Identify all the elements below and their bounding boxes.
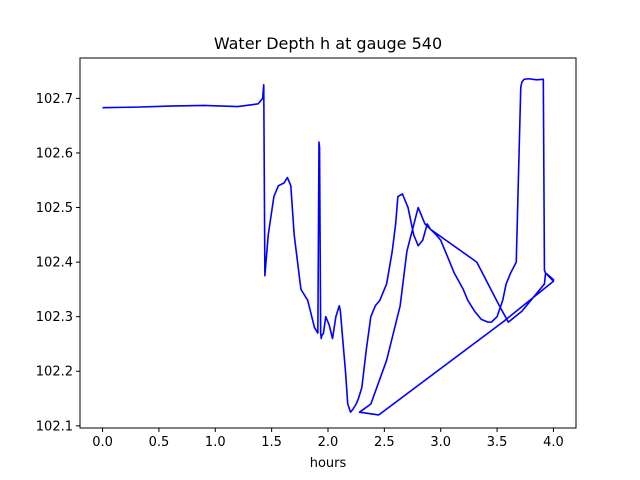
y-tick-label: 102.7 [36, 92, 73, 107]
y-tick-label: 102.5 [36, 201, 73, 216]
x-axis-ticks: 0.0 0.5 1.0 1.5 2.0 2.5 3.0 3.5 4.0 [92, 428, 564, 450]
y-tick-label: 102.1 [36, 419, 73, 434]
series-layer [102, 77, 555, 416]
y-tick-label: 102.3 [36, 310, 73, 325]
x-tick-label: 2.0 [318, 435, 339, 450]
x-tick-label: 1.0 [205, 435, 226, 450]
y-tick-label: 102.4 [36, 256, 73, 271]
y-tick-label: 102.2 [36, 365, 73, 380]
x-tick-label: 3.0 [430, 435, 451, 450]
series-line-0 [102, 77, 555, 416]
x-tick-label: 4.0 [543, 435, 564, 450]
x-axis-label: hours [310, 456, 347, 471]
x-tick-label: 0.0 [92, 435, 113, 450]
plot-area [80, 58, 576, 428]
chart-title: Water Depth h at gauge 540 [214, 34, 442, 53]
x-tick-label: 2.5 [374, 435, 395, 450]
x-tick-label: 0.5 [149, 435, 170, 450]
y-axis-ticks: 102.1 102.2 102.3 102.4 102.5 102.6 102.7 [36, 92, 80, 434]
x-tick-label: 3.5 [487, 435, 508, 450]
x-tick-label: 1.5 [261, 435, 282, 450]
y-tick-label: 102.6 [36, 146, 73, 161]
